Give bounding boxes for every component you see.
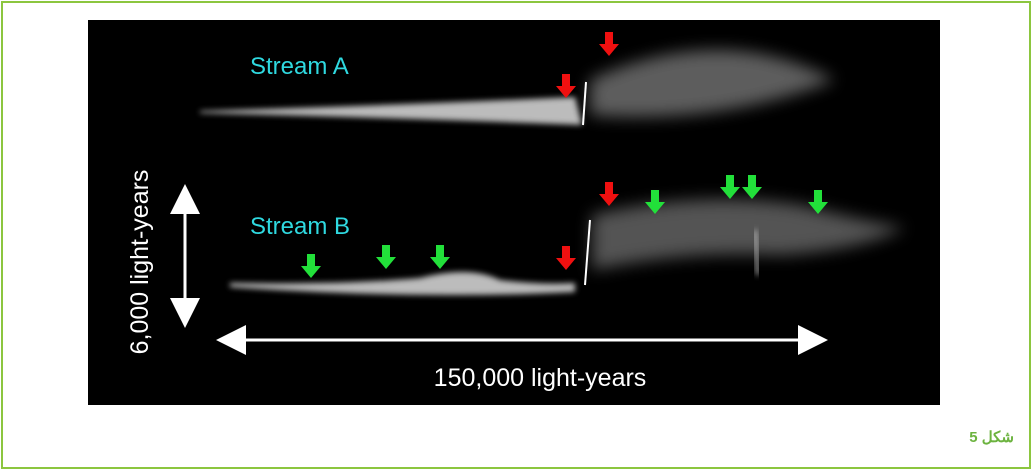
- stream-b-label: Stream B: [250, 213, 350, 240]
- vertical-scale-label: 6,000 light-years: [126, 170, 154, 355]
- stream-a-label: Stream A: [250, 53, 349, 80]
- page: Stream A Stream B 6,000 light-years 150,…: [0, 0, 1032, 470]
- figure: Stream A Stream B 6,000 light-years 150,…: [0, 0, 1032, 470]
- horizontal-scale-label: 150,000 light-years: [434, 364, 647, 392]
- figure-caption: شكل 5: [969, 428, 1014, 446]
